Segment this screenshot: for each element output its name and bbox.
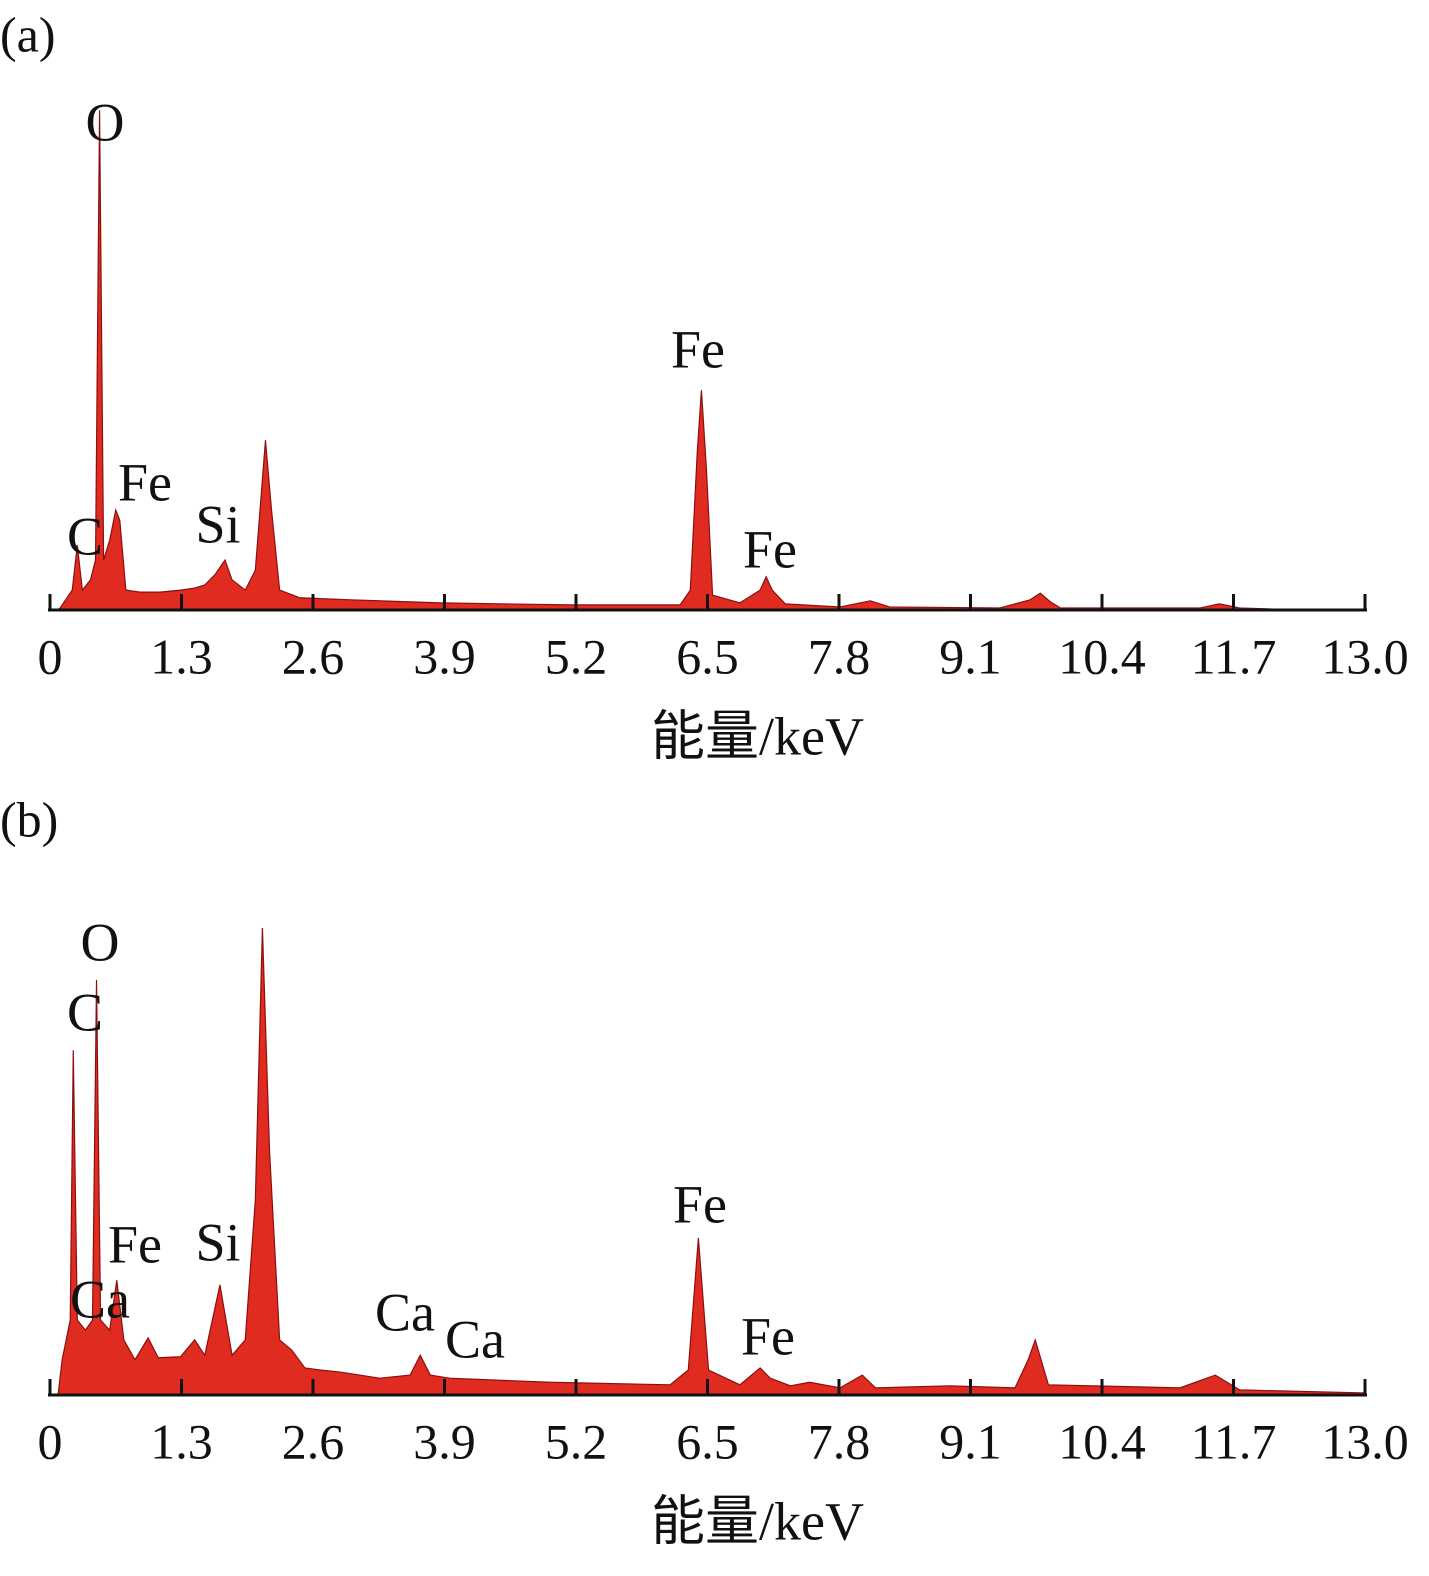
x-tick-label: 2.6 — [282, 1413, 345, 1469]
peak-label: Ca — [70, 1269, 130, 1329]
peak-label: Fe — [741, 1306, 795, 1366]
x-tick-label: 7.8 — [808, 1413, 871, 1469]
peak-label: Ca — [445, 1309, 505, 1369]
spectrum-area — [56, 110, 1301, 611]
x-tick-label: 6.5 — [676, 628, 739, 684]
peak-label: O — [81, 912, 120, 972]
x-tick-label: 10.4 — [1058, 628, 1146, 684]
x-tick-label: 1.3 — [150, 628, 213, 684]
peak-label: Fe — [108, 1214, 162, 1274]
peak-label: O — [86, 92, 125, 152]
x-tick-label: 11.7 — [1191, 1413, 1277, 1469]
x-tick-label: 13.0 — [1321, 628, 1409, 684]
x-tick-label: 1.3 — [150, 1413, 213, 1469]
peak-label: Fe — [743, 519, 797, 579]
x-tick-label: 5.2 — [545, 1413, 608, 1469]
panel-label: (a) — [0, 6, 56, 62]
peak-label: C — [67, 506, 103, 566]
peak-label: Si — [195, 1212, 240, 1272]
x-tick-label: 11.7 — [1191, 628, 1277, 684]
peak-label: Si — [195, 494, 240, 554]
x-axis-label: 能量/keV — [651, 1491, 864, 1551]
spectrum-area — [57, 927, 1366, 1396]
x-tick-label: 7.8 — [808, 628, 871, 684]
x-tick-label: 9.1 — [939, 628, 1002, 684]
peak-label: Fe — [673, 1174, 727, 1234]
peak-label: C — [67, 982, 103, 1042]
peak-label: Fe — [671, 319, 725, 379]
x-tick-label: 9.1 — [939, 1413, 1002, 1469]
peak-label: Ca — [375, 1282, 435, 1342]
panel-label: (b) — [0, 791, 58, 847]
x-axis-label: 能量/keV — [651, 706, 864, 766]
x-tick-label: 13.0 — [1321, 1413, 1409, 1469]
peak-label: Fe — [118, 452, 172, 512]
x-tick-label: 0 — [38, 1413, 63, 1469]
x-tick-label: 5.2 — [545, 628, 608, 684]
x-tick-label: 10.4 — [1058, 1413, 1146, 1469]
x-tick-label: 2.6 — [282, 628, 345, 684]
x-tick-label: 0 — [38, 628, 63, 684]
x-tick-label: 3.9 — [413, 1413, 476, 1469]
x-tick-label: 3.9 — [413, 628, 476, 684]
x-tick-label: 6.5 — [676, 1413, 739, 1469]
